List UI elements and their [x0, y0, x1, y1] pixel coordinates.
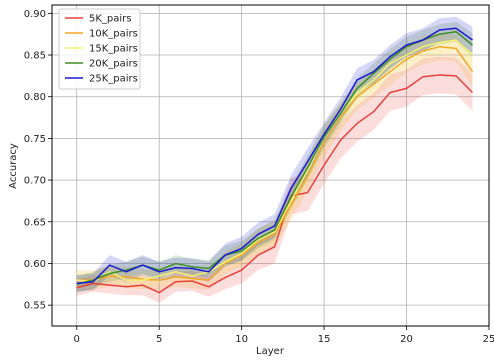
x-axis-ticks: 0 5 10 15 20 25 [74, 326, 494, 345]
legend-label: 20K_pairs [89, 59, 138, 70]
y-tick-label: 0.70 [24, 176, 46, 187]
grid-lines [52, 5, 490, 326]
confidence-band [76, 28, 473, 291]
y-tick-label: 0.75 [24, 134, 46, 145]
series-line [76, 74, 474, 294]
x-tick-label: 25 [483, 334, 494, 345]
series-line [76, 39, 474, 283]
series-line [76, 27, 473, 285]
x-tick-label: 5 [156, 334, 162, 345]
x-tick-label: 20 [400, 334, 413, 345]
series-lines [76, 27, 474, 294]
legend-label: 15K_pairs [89, 44, 138, 55]
y-tick-label: 0.60 [24, 259, 46, 270]
legend-label: 25K_pairs [89, 74, 138, 85]
y-tick-label: 0.80 [24, 92, 46, 103]
plot-frame [51, 4, 490, 327]
y-axis-label: Accuracy [8, 143, 19, 189]
series-line [76, 45, 474, 281]
x-tick-label: 15 [318, 334, 331, 345]
x-axis-label: Layer [256, 346, 285, 357]
confidence-band [76, 33, 473, 291]
y-tick-label: 0.85 [24, 51, 46, 62]
confidence-band [76, 56, 473, 303]
legend-box [58, 8, 141, 90]
confidence-band [76, 21, 473, 293]
x-tick-label: 10 [235, 334, 248, 345]
y-tick-label: 0.55 [24, 301, 46, 312]
y-tick-label: 0.65 [24, 217, 46, 228]
x-tick-label: 0 [74, 334, 80, 345]
y-axis-ticks: 0.55 0.60 0.65 0.70 0.75 0.80 0.85 0.90 [24, 9, 52, 312]
legend-label: 10K_pairs [89, 29, 138, 40]
y-tick-label: 0.90 [24, 9, 46, 20]
legend-label: 5K_pairs [89, 14, 132, 25]
legend: 5K_pairs 10K_pairs 15K_pairs 20K_pairs 25K_p… [58, 8, 141, 90]
